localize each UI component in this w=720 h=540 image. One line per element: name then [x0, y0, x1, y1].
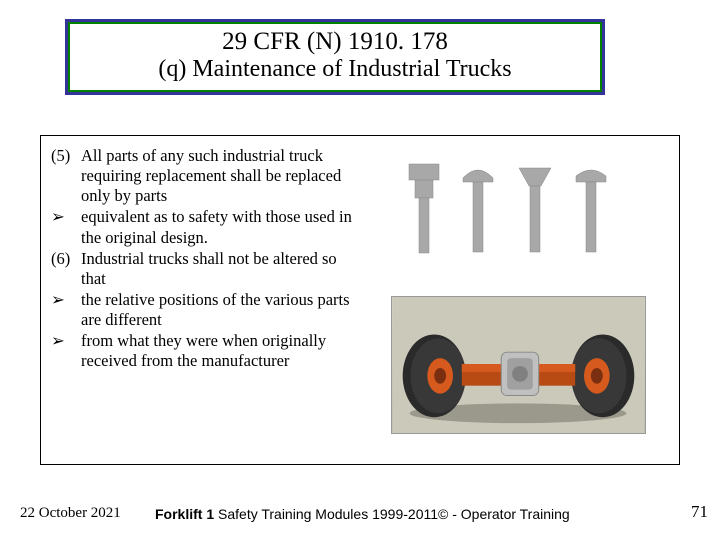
title-line-1: 29 CFR (N) 1910. 178: [70, 28, 600, 56]
footer-text: Safety Training Modules 1999-2011© - Ope…: [214, 506, 570, 522]
title-line-2: (q) Maintenance of Industrial Trucks: [70, 56, 600, 83]
footer-date: 22 October 2021: [20, 505, 121, 522]
list-item: ➢ the relative positions of the various …: [51, 290, 353, 330]
item-text: from what they were when originally rece…: [81, 331, 353, 371]
content-box: (5) All parts of any such industrial tru…: [40, 135, 680, 465]
footer-center: Forklift 1 Safety Training Modules 1999-…: [155, 506, 570, 522]
title-box: 29 CFR (N) 1910. 178 (q) Maintenance of …: [65, 19, 605, 95]
item-marker: (5): [51, 146, 81, 206]
list-item: (6) Industrial trucks shall not be alter…: [51, 249, 353, 289]
footer-page-number: 71: [691, 502, 708, 522]
item-text: Industrial trucks shall not be altered s…: [81, 249, 353, 289]
footer-brand: Forklift 1: [155, 506, 214, 522]
item-marker: (6): [51, 249, 81, 289]
bolts-icon: [391, 150, 641, 270]
axle-photo: [391, 296, 646, 434]
item-text: equivalent as to safety with those used …: [81, 207, 353, 247]
title-inner: 29 CFR (N) 1910. 178 (q) Maintenance of …: [70, 24, 600, 90]
content-text-column: (5) All parts of any such industrial tru…: [41, 136, 361, 464]
content-image-column: [361, 136, 679, 464]
bullet-icon: ➢: [51, 290, 81, 330]
item-text: the relative positions of the various pa…: [81, 290, 353, 330]
bullet-icon: ➢: [51, 207, 81, 247]
list-item: ➢ from what they were when originally re…: [51, 331, 353, 371]
bullet-icon: ➢: [51, 331, 81, 371]
list-item: (5) All parts of any such industrial tru…: [51, 146, 353, 206]
item-text: All parts of any such industrial truck r…: [81, 146, 353, 206]
list-item: ➢ equivalent as to safety with those use…: [51, 207, 353, 247]
